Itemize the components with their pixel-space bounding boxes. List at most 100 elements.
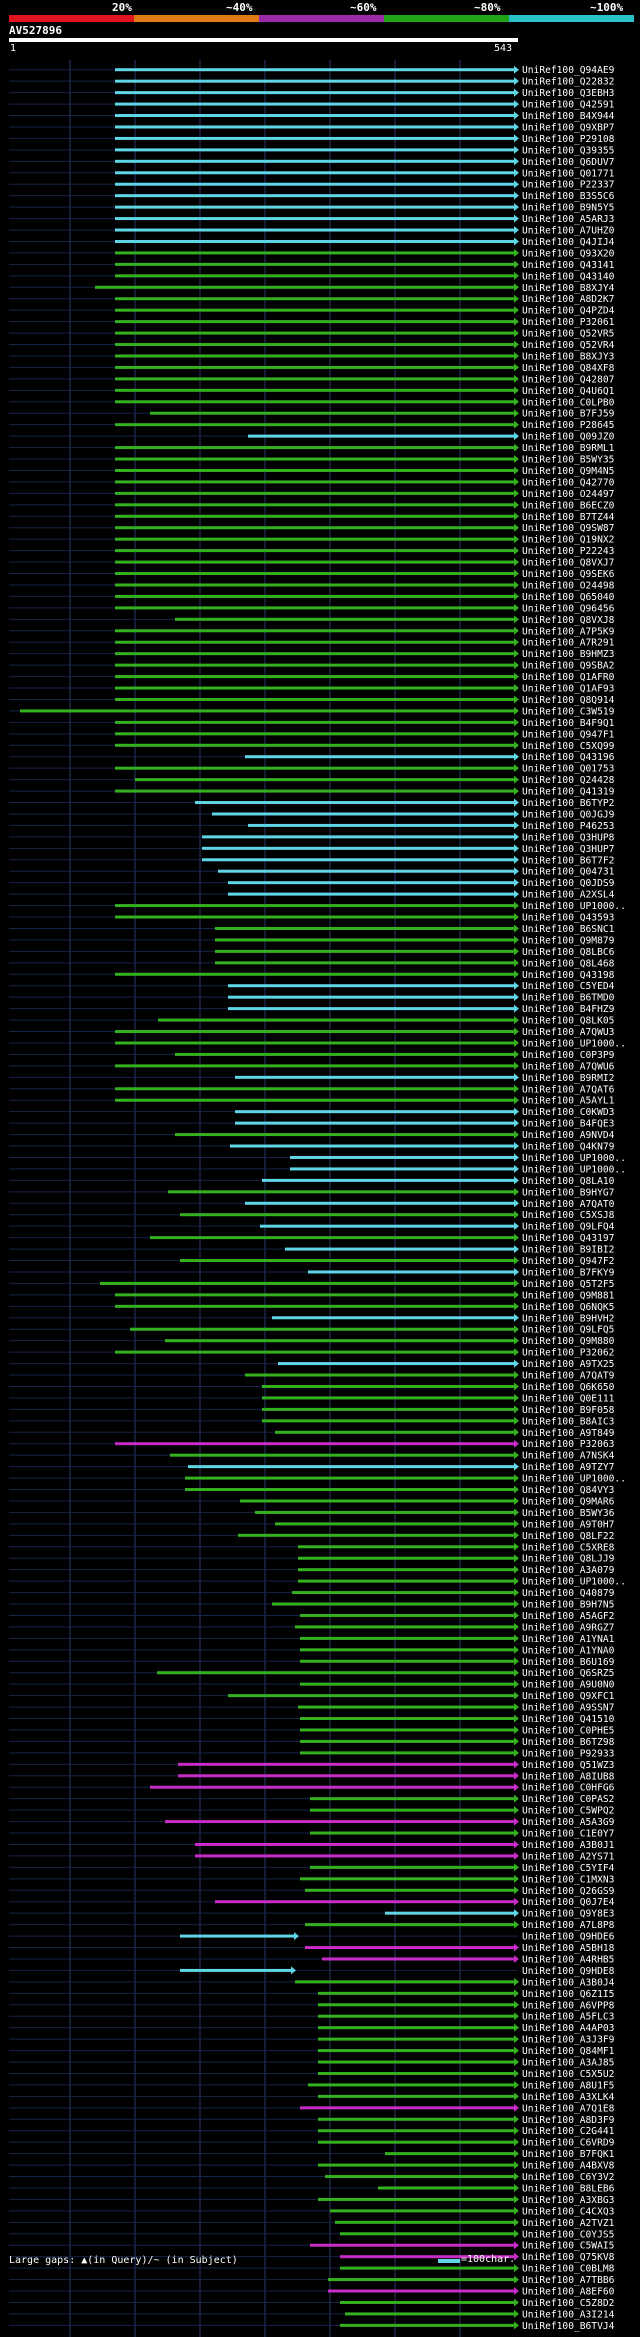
hit-label: UniRef100_Q51WZ3 [522, 1760, 615, 1771]
hit-label: UniRef100_B6SNC1 [522, 924, 615, 935]
hit-label: UniRef100_P46253 [522, 821, 615, 832]
hit-bar [235, 1075, 514, 1079]
hit-arrow [514, 1771, 519, 1780]
hit-arrow [514, 1290, 519, 1299]
hit-label: UniRef100_A9TZY7 [522, 1462, 615, 1473]
hit-label: UniRef100_Q8Q914 [522, 695, 615, 706]
hit-bar [115, 159, 514, 163]
hit-arrow [514, 1531, 519, 1540]
hit-label: UniRef100_Q96456 [522, 603, 615, 614]
hit-arrow [514, 1920, 519, 1929]
hit-arrow [514, 718, 519, 727]
hit-arrow [514, 1737, 519, 1746]
hit-bar [308, 2083, 514, 2087]
hit-arrow [514, 2229, 519, 2238]
hit-label: UniRef100_Q93X20 [522, 248, 615, 259]
hit-label: UniRef100_A5AGF2 [522, 1611, 614, 1622]
hit-label: UniRef100_UP1000.. [522, 1577, 626, 1588]
hit-label: UniRef100_C6VRD9 [522, 2138, 615, 2149]
hit-label: UniRef100_A5ARJ3 [522, 214, 615, 225]
hit-bar [150, 1785, 514, 1789]
hit-label: UniRef100_Q0J7E4 [522, 1897, 615, 1908]
hit-arrow [514, 684, 519, 693]
hit-label: UniRef100_P29108 [522, 134, 615, 145]
hit-bar [115, 1064, 514, 1068]
hit-label: UniRef100_Q9Y8E3 [522, 1909, 615, 1920]
hit-label: UniRef100_Q6K650 [522, 1382, 615, 1393]
hit-bar [20, 709, 514, 713]
hit-label: UniRef100_C1E0Y7 [522, 1829, 615, 1840]
hit-bar [115, 354, 514, 358]
hit-bar [248, 434, 514, 438]
hit-arrow [514, 1714, 519, 1723]
hit-bar [305, 1923, 514, 1927]
hit-bar [115, 583, 514, 587]
hit-label: UniRef100_UP1000.. [522, 1153, 626, 1164]
hit-label: UniRef100_A8D2K7 [522, 294, 615, 305]
hit-bar [115, 629, 514, 633]
hit-label: UniRef100_B9N5Y5 [522, 203, 614, 214]
hit-label: UniRef100_A3XBG3 [522, 2195, 615, 2206]
hit-label: UniRef100_Q4JIJ4 [522, 237, 615, 248]
hit-bar [115, 606, 514, 610]
hit-arrow [514, 592, 519, 601]
hit-bar [262, 1396, 514, 1400]
hit-label: UniRef100_Q41319 [522, 787, 615, 798]
hit-bar [115, 400, 514, 404]
hit-arrow [514, 1130, 519, 1139]
hit-bar [175, 1133, 514, 1137]
hit-arrow [514, 752, 519, 761]
query-scale-start: 1 [10, 43, 17, 54]
hit-bar [115, 457, 514, 461]
hit-label: UniRef100_Q6DUV7 [522, 157, 615, 168]
hit-label: UniRef100_B8LEB6 [522, 2183, 615, 2194]
hit-arrow [514, 1245, 519, 1254]
hit-label: UniRef100_Q9M880 [522, 1336, 615, 1347]
hit-arrow [514, 1119, 519, 1128]
hit-bar [240, 1499, 514, 1503]
hit-bar [115, 514, 514, 518]
legend-label-40: ~40% [226, 1, 253, 14]
hit-bar [115, 480, 514, 484]
hit-label: UniRef100_Q9M881 [522, 1290, 615, 1301]
hit-bar [165, 1339, 514, 1343]
hit-arrow [514, 111, 519, 120]
hit-bar [340, 2266, 514, 2270]
hit-label: UniRef100_Q43198 [522, 970, 615, 981]
hit-bar [115, 297, 514, 301]
hit-arrow [514, 294, 519, 303]
hit-bar [195, 801, 514, 805]
hit-label: UniRef100_Q42591 [522, 100, 615, 111]
legend-label-60: ~60% [350, 1, 377, 14]
hit-label: UniRef100_B6TVJ4 [522, 2321, 615, 2332]
hit-label: UniRef100_Q4KN79 [522, 1142, 615, 1153]
footer-gaps-legend: Large gaps: ▲(in Query)/~ (in Subject) [9, 2255, 238, 2266]
hit-bar [115, 732, 514, 736]
hit-label: UniRef100_Q5T2F5 [522, 1279, 614, 1290]
hit-arrow [514, 1496, 519, 1505]
hit-bar [115, 1304, 514, 1308]
hit-bar [202, 858, 514, 862]
hit-label: UniRef100_A3AJ85 [522, 2058, 614, 2069]
hit-label: UniRef100_B8XJY4 [522, 283, 615, 294]
hit-bar [335, 2220, 514, 2224]
hit-arrow [514, 1485, 519, 1494]
hit-label: UniRef100_Q40879 [522, 1588, 615, 1599]
hit-arrow [514, 1668, 519, 1677]
hit-arrow [514, 1565, 519, 1574]
hit-arrow [514, 512, 519, 521]
hit-bar [115, 766, 514, 770]
hit-arrow [514, 2012, 519, 2021]
hit-label: UniRef100_A3B0J1 [522, 1840, 615, 1851]
hit-bar [115, 331, 514, 335]
hit-alignment-chart: UniRef100_Q94AE9UniRef100_Q22832UniRef10… [9, 60, 626, 2337]
hit-bar [300, 1659, 514, 1663]
hit-bar [115, 320, 514, 324]
hit-label: UniRef100_B7FKY9 [522, 1267, 615, 1278]
hit-arrow [514, 145, 519, 154]
hit-label: UniRef100_Q9M879 [522, 935, 615, 946]
hit-label: UniRef100_A5AYL1 [522, 1096, 615, 1107]
hit-arrow [514, 901, 519, 910]
hit-arrow [514, 2103, 519, 2112]
hit-bar [328, 2278, 514, 2282]
